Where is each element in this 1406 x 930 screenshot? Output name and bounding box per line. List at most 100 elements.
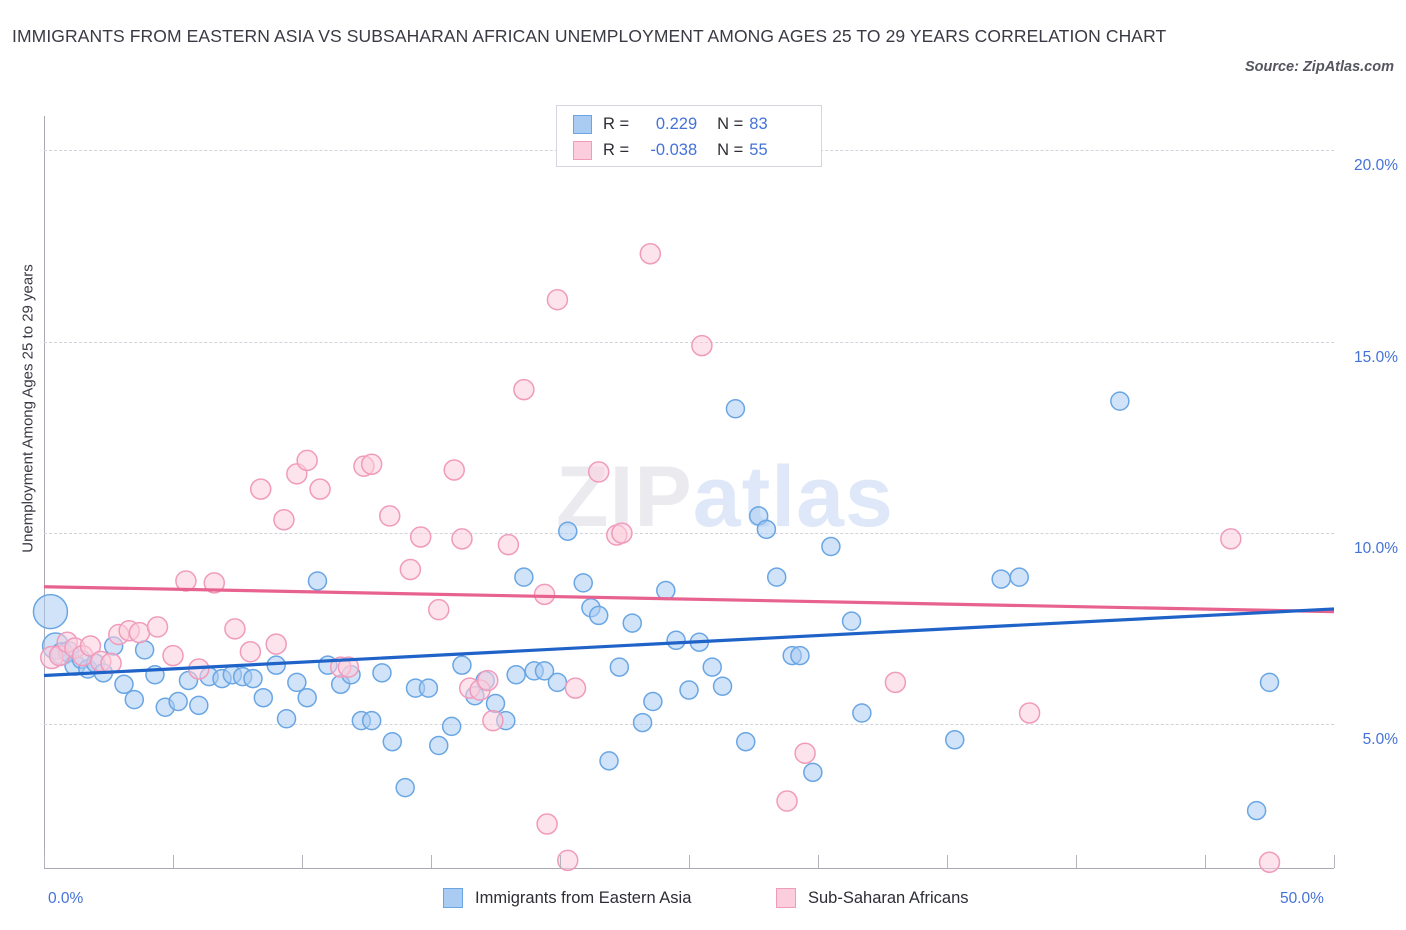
scatter-point[interactable] (361, 710, 382, 731)
scatter-point[interactable] (1246, 800, 1267, 821)
scatter-point[interactable] (1009, 567, 1029, 587)
scatter-point[interactable] (776, 790, 798, 812)
scatter-point[interactable] (632, 712, 653, 733)
legend-item-eastern-asia[interactable]: Immigrants from Eastern Asia (443, 888, 691, 908)
scatter-point[interactable] (609, 657, 630, 677)
scatter-point[interactable] (428, 735, 449, 756)
scatter-point[interactable] (441, 716, 462, 737)
scatter-point[interactable] (124, 689, 145, 710)
scatter-point[interactable] (639, 243, 662, 265)
scatter-point[interactable] (239, 641, 262, 663)
scatter-point[interactable] (944, 730, 965, 750)
scatter-point[interactable] (265, 633, 287, 655)
scatter-point[interactable] (427, 598, 450, 621)
scatter-point[interactable] (712, 676, 733, 696)
scatter-point[interactable] (273, 508, 295, 531)
scatter-point[interactable] (382, 731, 403, 752)
scatter-point[interactable] (482, 709, 504, 732)
scatter-point[interactable] (162, 644, 184, 667)
scatter-point[interactable] (736, 731, 756, 752)
scatter-point[interactable] (587, 461, 610, 483)
scatter-point[interactable] (337, 656, 360, 678)
scatter-point[interactable] (485, 693, 506, 714)
scatter-point[interactable] (556, 849, 579, 872)
scatter-point[interactable] (534, 661, 555, 681)
scatter-point[interactable] (679, 680, 699, 700)
scatter-point[interactable] (146, 616, 169, 638)
scatter-point[interactable] (884, 671, 907, 694)
scatter-point[interactable] (253, 687, 274, 708)
scatter-point[interactable] (134, 640, 155, 660)
scatter-point[interactable] (611, 522, 633, 544)
scatter-point[interactable] (409, 526, 432, 548)
scatter-point[interactable] (443, 459, 465, 481)
scatter-point[interactable] (451, 528, 473, 550)
scatter-point[interactable] (656, 580, 676, 601)
scatter-point[interactable] (114, 674, 134, 695)
scatter-point[interactable] (643, 691, 663, 712)
scatter-point[interactable] (224, 618, 246, 640)
scatter-point[interactable] (79, 635, 102, 657)
scatter-point[interactable] (547, 672, 568, 693)
scatter-point[interactable] (622, 613, 642, 633)
scatter-point[interactable] (803, 762, 823, 783)
scatter-point[interactable] (418, 678, 439, 698)
scatter-point[interactable] (1220, 528, 1242, 550)
scatter-point[interactable] (533, 583, 556, 606)
scatter-point[interactable] (790, 645, 810, 666)
scatter-point[interactable] (991, 569, 1011, 589)
scatter-point[interactable] (1110, 391, 1130, 411)
x-axis-tick-mark (818, 855, 819, 868)
scatter-point[interactable] (514, 567, 534, 587)
scatter-point[interactable] (766, 567, 787, 587)
scatter-point[interactable] (536, 813, 558, 835)
scatter-point[interactable] (794, 742, 816, 764)
scatter-point[interactable] (276, 708, 297, 729)
scatter-point[interactable] (557, 521, 578, 541)
scatter-point[interactable] (297, 687, 317, 708)
scatter-point[interactable] (372, 663, 392, 683)
scatter-point[interactable] (378, 505, 401, 527)
scatter-point[interactable] (296, 449, 318, 472)
scatter-point[interactable] (513, 378, 535, 401)
scatter-point[interactable] (599, 751, 619, 771)
scatter-point[interactable] (309, 478, 331, 500)
scatter-point[interactable] (821, 536, 841, 557)
scatter-point[interactable] (702, 657, 722, 677)
scatter-point[interactable] (243, 668, 263, 689)
legend-item-sub-saharan[interactable]: Sub-Saharan Africans (776, 888, 969, 908)
scatter-point[interactable] (203, 572, 226, 594)
scatter-point[interactable] (1018, 702, 1041, 724)
scatter-point[interactable] (249, 478, 272, 500)
scatter-point[interactable] (506, 664, 526, 685)
scatter-point[interactable] (564, 677, 587, 699)
x-axis-tick-mark (431, 855, 432, 868)
scatter-point[interactable] (725, 399, 746, 419)
scatter-point[interactable] (546, 288, 569, 311)
scatter-point[interactable] (1259, 672, 1280, 693)
scatter-point[interactable] (666, 630, 686, 651)
scatter-point[interactable] (497, 533, 520, 556)
scatter-point[interactable] (1258, 851, 1281, 874)
scatter-point[interactable] (189, 695, 209, 716)
scatter-point[interactable] (841, 611, 862, 631)
blue-series-swatch-icon (573, 114, 592, 134)
scatter-point[interactable] (399, 558, 422, 581)
scatter-point[interactable] (287, 672, 307, 693)
scatter-point[interactable] (307, 571, 328, 591)
scatter-point[interactable] (128, 621, 151, 644)
x-axis-line (44, 868, 1334, 869)
scatter-point[interactable] (360, 453, 383, 476)
scatter-point[interactable] (756, 519, 777, 540)
scatter-point[interactable] (588, 605, 609, 626)
scatter-point[interactable] (691, 334, 713, 357)
scatter-point[interactable] (477, 669, 499, 692)
scatter-point[interactable] (32, 593, 69, 630)
scatter-point[interactable] (395, 777, 415, 798)
scatter-point[interactable] (573, 573, 593, 593)
scatter-point[interactable] (168, 691, 188, 712)
scatter-point[interactable] (852, 703, 872, 723)
scatter-point[interactable] (452, 655, 472, 675)
x-axis-tick-mark (689, 855, 690, 868)
trendline (43, 607, 1335, 678)
